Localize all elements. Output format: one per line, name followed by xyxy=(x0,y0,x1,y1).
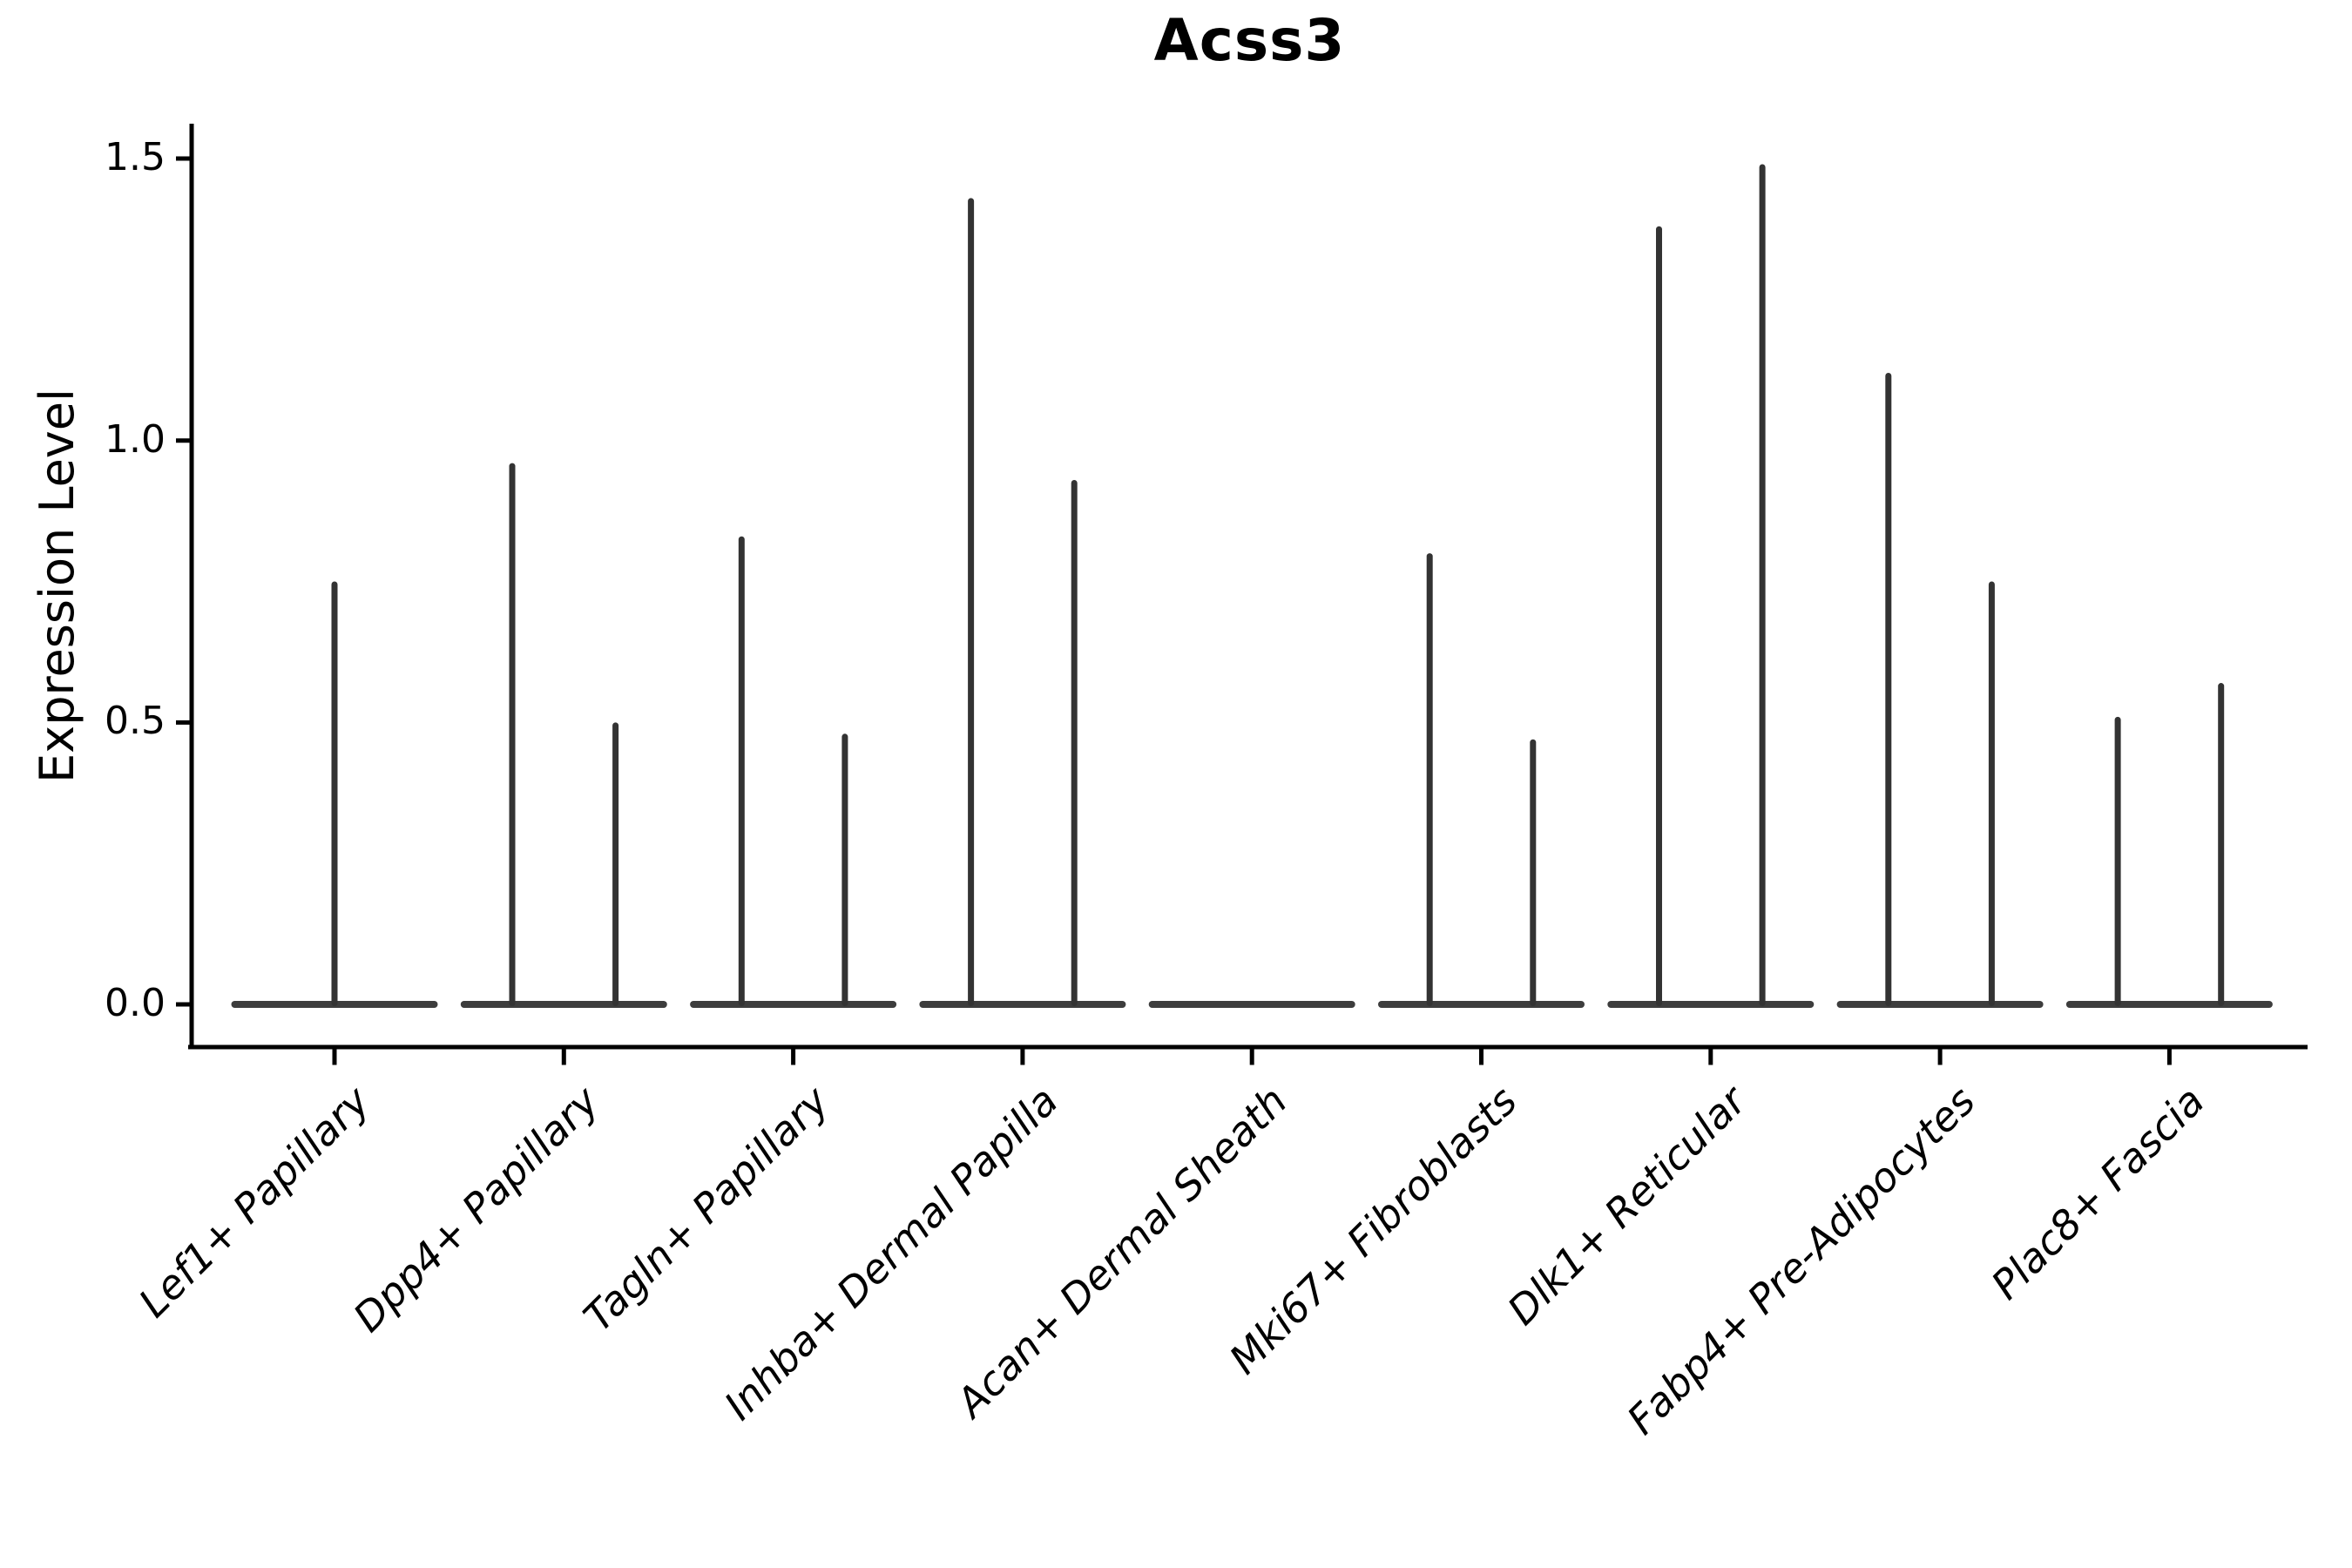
violin-spike xyxy=(2114,716,2121,1006)
violin-spike xyxy=(968,198,975,1007)
violin-spike xyxy=(1530,739,1537,1006)
violin-base xyxy=(919,1001,1126,1008)
violin-spike xyxy=(1988,581,1995,1006)
violin-base xyxy=(1378,1001,1585,1008)
y-axis-label-wrap: Expression Level xyxy=(26,124,87,1047)
violin-spike xyxy=(331,581,338,1006)
violin-base xyxy=(1607,1001,1815,1008)
y-tick-label: 1.0 xyxy=(105,416,166,462)
violin-spike xyxy=(2218,683,2225,1006)
y-tick-label: 0.5 xyxy=(105,699,166,744)
y-tick-label: 0.0 xyxy=(105,981,166,1025)
violin-spike xyxy=(1071,480,1078,1006)
violin-base xyxy=(690,1001,897,1008)
violin-base xyxy=(2065,1001,2273,1008)
violin-base xyxy=(460,1001,667,1008)
violin-base xyxy=(1148,1001,1355,1008)
violin-spike xyxy=(1759,164,1766,1006)
violin-base xyxy=(1836,1001,2044,1008)
chart-title: Acss3 xyxy=(1153,7,1346,74)
violin-spike xyxy=(738,536,745,1006)
violin-spike xyxy=(1885,373,1892,1006)
violin-spike xyxy=(612,722,619,1006)
violin-spike xyxy=(1656,226,1662,1006)
violin-spike xyxy=(1426,553,1433,1006)
violin-spike xyxy=(509,463,516,1006)
violin-spike xyxy=(841,733,848,1006)
y-tick-label: 1.5 xyxy=(105,135,166,180)
